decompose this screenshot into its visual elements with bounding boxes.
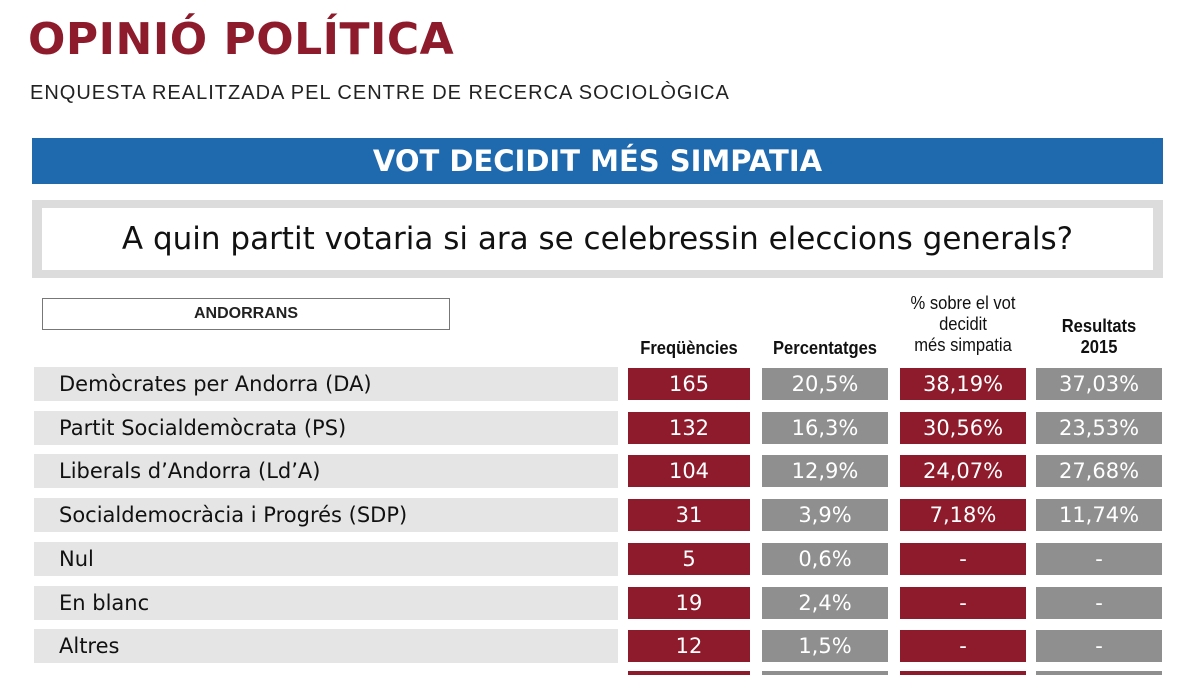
table-cell-col4: -: [1036, 543, 1162, 575]
table-cell-col1: 5: [628, 543, 750, 575]
column-header-percentages-text: Percentatges: [772, 338, 878, 358]
table-cell-col4: 27,68%: [1036, 455, 1162, 487]
table-bottom-strip: [900, 671, 1026, 675]
table-cell-col1: 19: [628, 587, 750, 619]
table-cell-col1: 165: [628, 368, 750, 400]
table-cell-col1: 12: [628, 630, 750, 662]
table-cell-col2: 1,5%: [762, 630, 888, 662]
table-bottom-strip: [628, 671, 750, 675]
section-banner: VOT DECIDIT MÉS SIMPATIA: [32, 138, 1163, 184]
table-cell-col4: -: [1036, 630, 1162, 662]
table-cell-col1: 132: [628, 412, 750, 444]
question-box: A quin partit votaria si ara se celebres…: [32, 200, 1163, 278]
page-subtitle: ENQUESTA REALITZADA PEL CENTRE DE RECERC…: [30, 82, 730, 104]
table-cell-col2: 3,9%: [762, 499, 888, 531]
table-cell-col2: 2,4%: [762, 587, 888, 619]
table-cell-col3: 7,18%: [900, 499, 1026, 531]
column-header-decided-vote-line3: més simpatia: [914, 335, 1012, 355]
column-header-results-line1: Resultats: [1061, 316, 1137, 336]
table-row-label: Liberals d’Andorra (Ld’A): [34, 454, 618, 488]
table-cell-col4: 23,53%: [1036, 412, 1162, 444]
table-cell-col3: 38,19%: [900, 368, 1026, 400]
column-header-frequencies: Freqüències: [633, 338, 745, 359]
column-header-decided-vote-line2: decidit: [939, 314, 987, 334]
table-row-label: Partit Socialdemòcrata (PS): [34, 411, 618, 445]
table-row-label: En blanc: [34, 586, 618, 620]
table-row-label: Nul: [34, 542, 618, 576]
table-row-label: Altres: [34, 629, 618, 663]
table-row-label: Socialdemocràcia i Progrés (SDP): [34, 498, 618, 532]
table-cell-col3: -: [900, 587, 1026, 619]
column-header-results-line2: 2015: [1080, 337, 1118, 357]
table-cell-col3: 30,56%: [900, 412, 1026, 444]
table-row-label: Demòcrates per Andorra (DA): [34, 367, 618, 401]
group-label: ANDORRANS: [42, 298, 450, 330]
column-header-decided-vote: % sobre el vot decidit més simpatia: [903, 293, 1023, 356]
table-cell-col2: 0,6%: [762, 543, 888, 575]
table-cell-col2: 12,9%: [762, 455, 888, 487]
table-cell-col3: -: [900, 630, 1026, 662]
column-header-results-2015: Resultats 2015: [1041, 316, 1157, 358]
table-cell-col1: 104: [628, 455, 750, 487]
table-cell-col2: 20,5%: [762, 368, 888, 400]
table-bottom-strip: [1036, 671, 1162, 675]
column-header-frequencies-text: Freqüències: [640, 338, 738, 358]
table-cell-col4: -: [1036, 587, 1162, 619]
column-header-percentages: Percentatges: [767, 338, 883, 359]
table-cell-col2: 16,3%: [762, 412, 888, 444]
table-cell-col4: 37,03%: [1036, 368, 1162, 400]
table-cell-col4: 11,74%: [1036, 499, 1162, 531]
table-cell-col1: 31: [628, 499, 750, 531]
column-header-decided-vote-line1: % sobre el vot: [910, 293, 1016, 313]
table-cell-col3: -: [900, 543, 1026, 575]
question-text: A quin partit votaria si ara se celebres…: [42, 208, 1153, 270]
table-cell-col3: 24,07%: [900, 455, 1026, 487]
page-title: OPINIÓ POLÍTICA: [28, 14, 455, 65]
table-bottom-strip: [762, 671, 888, 675]
